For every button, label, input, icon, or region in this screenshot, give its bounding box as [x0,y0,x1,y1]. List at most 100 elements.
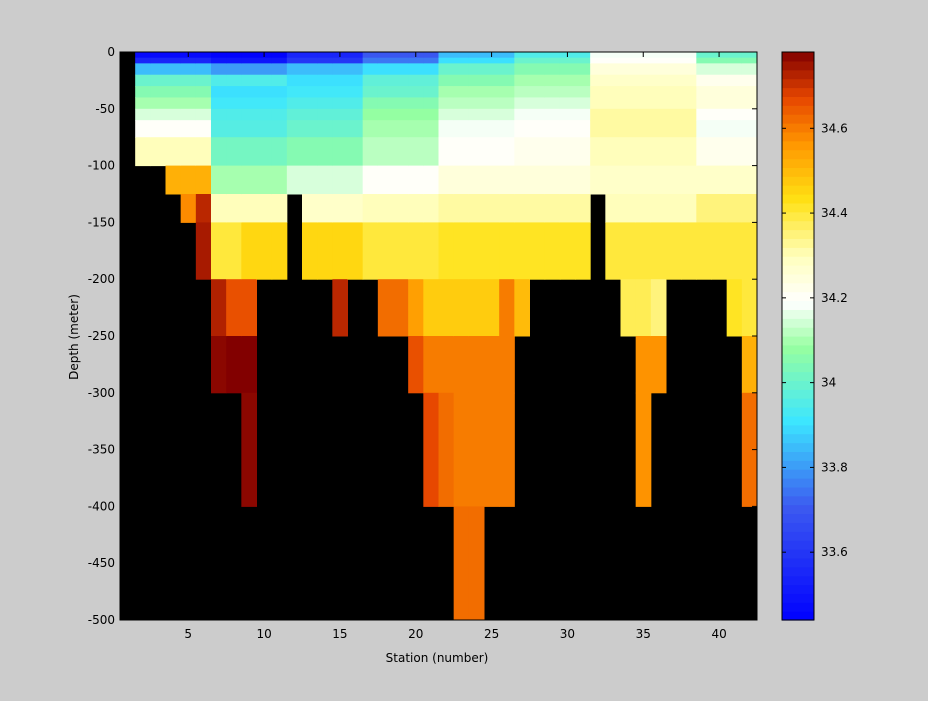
heatmap-cell [650,108,667,121]
heatmap-cell [211,108,227,121]
heatmap-cell [529,120,546,138]
heatmap-cell [575,137,591,167]
heatmap-cell [559,108,576,121]
heatmap-cell [362,97,379,110]
heatmap-cell [484,194,500,223]
heatmap-cell [211,165,227,195]
heatmap-cell [135,137,151,167]
heatmap-cell [620,120,637,138]
heatmap-cell [226,74,242,87]
heatmap-cell [302,165,318,195]
heatmap-cell [453,52,470,59]
colorbar-swatch [782,575,814,586]
heatmap-cell [211,194,227,223]
heatmap-cell [696,52,712,59]
heatmap-cell [468,279,485,337]
colorbar-swatch [782,504,814,515]
heatmap-cell [468,57,485,64]
heatmap-cell [377,57,394,64]
heatmap-cell [453,165,470,195]
heatmap-cell [681,108,697,121]
heatmap-cell [514,120,530,138]
heatmap-cell [150,74,166,87]
heatmap-cell [696,63,712,76]
heatmap-cell [408,57,424,64]
heatmap-cell [726,279,743,337]
heatmap-cell [347,63,364,76]
colorbar-swatch [782,318,814,328]
heatmap-cell [514,108,530,121]
y-tick-label: -300 [88,386,115,400]
heatmap-cell [559,74,576,87]
heatmap-cell [241,97,257,110]
x-tick-label: 10 [256,627,271,641]
heatmap-cell [590,120,606,138]
colorbar-swatch [782,87,814,97]
heatmap-cell [468,74,485,87]
y-tick-label: -150 [88,215,115,229]
heatmap-cell [559,194,576,223]
heatmap-cell [362,57,379,64]
heatmap-cell [681,165,697,195]
heatmap-cell [484,392,500,507]
heatmap-cell [377,74,394,87]
heatmap-cell [438,86,455,98]
colorbar-swatch [782,202,814,213]
heatmap-cell [711,120,728,138]
heatmap-cell [741,137,758,167]
heatmap-cell [347,165,364,195]
heatmap-cell [150,120,166,138]
heatmap-cell [408,86,424,98]
heatmap-cell [499,52,515,59]
heatmap-cell [711,86,728,98]
heatmap-cell [135,97,151,110]
heatmap-cell [590,52,606,59]
heatmap-cell [150,97,166,110]
colorbar-tick-label: 34.4 [821,206,848,220]
heatmap-cell [514,86,530,98]
heatmap-cell [499,97,515,110]
heatmap-cell [271,97,288,110]
colorbar-swatch [782,469,814,479]
heatmap-cell [666,194,682,223]
heatmap-cell [514,74,530,87]
heatmap-cell [377,279,394,337]
heatmap-cell [726,222,743,280]
heatmap-cell [241,108,257,121]
heatmap-cell [666,63,682,76]
heatmap-cell [332,222,348,280]
colorbar-swatch [782,407,814,417]
heatmap-cell [256,57,273,64]
heatmap-cell [332,86,348,98]
heatmap-cell [711,97,728,110]
heatmap-cell [650,120,667,138]
heatmap-cell [484,120,500,138]
heatmap-cell [180,120,197,138]
y-tick-label: -50 [95,102,115,116]
heatmap-cell [484,137,500,167]
heatmap-cell [195,165,212,195]
heatmap-cell [393,63,409,76]
colorbar-swatch [782,78,814,89]
x-axis-label: Station (number) [386,651,489,665]
heatmap-cell [286,120,303,138]
colorbar-swatch [782,238,814,248]
heatmap-cell [347,57,364,64]
colorbar-swatch [782,60,814,71]
colorbar-swatch [782,273,814,284]
heatmap-cell [635,392,652,507]
heatmap-cell [362,165,379,195]
heatmap-cell [681,120,697,138]
heatmap-cell [499,165,515,195]
heatmap-cell [590,137,606,167]
heatmap-cell [226,57,242,64]
colorbar-swatch [782,282,814,293]
heatmap-cell [317,86,333,98]
heatmap-cell [423,52,439,59]
heatmap-cell [544,74,561,87]
heatmap-cell [484,108,500,121]
heatmap-cell [256,63,273,76]
heatmap-cell [226,279,242,337]
heatmap-cell [135,63,151,76]
heatmap-cell [241,336,257,394]
